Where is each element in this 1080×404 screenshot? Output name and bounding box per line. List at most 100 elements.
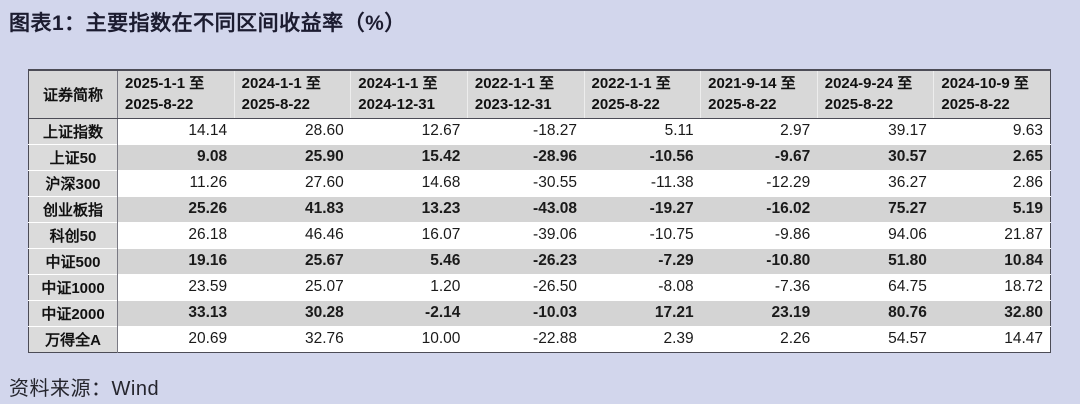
cell-value: 75.27 xyxy=(817,195,934,222)
cell-value: -2.14 xyxy=(350,299,468,326)
table-row: 上证指数 14.14 28.60 12.67 -18.27 5.11 2.97 39.17 9.… xyxy=(28,117,1051,144)
column-header-period: 2024-1-1 至 2025-8-22 xyxy=(233,70,351,119)
cell-value: 14.68 xyxy=(350,169,468,196)
cell-value: -26.50 xyxy=(467,273,584,300)
table-row: 上证50 9.08 25.90 15.42 -28.96 -10.56 -9.67 30.57… xyxy=(28,143,1051,170)
cell-value: -18.27 xyxy=(467,117,584,144)
cell-value: 2.39 xyxy=(584,325,701,352)
cell-value: 10.00 xyxy=(350,325,468,352)
cell-value: 32.76 xyxy=(234,325,351,352)
cell-value: -11.38 xyxy=(584,169,701,196)
row-label: 创业板指 xyxy=(28,195,118,222)
cell-value: 32.80 xyxy=(933,299,1051,326)
cell-value: 20.69 xyxy=(117,325,235,352)
cell-value: -26.23 xyxy=(467,247,584,274)
table-head: 证券简称 2025-1-1 至 2025-8-22 2024-1-1 至 2025… xyxy=(28,70,1051,119)
cell-value: -10.56 xyxy=(584,143,701,170)
column-header-period: 2024-10-9 至 2025-8-22 xyxy=(933,70,1051,119)
cell-value: -16.02 xyxy=(700,195,818,222)
cell-value: 30.57 xyxy=(817,143,934,170)
cell-value: 13.23 xyxy=(350,195,468,222)
cell-value: 2.65 xyxy=(933,143,1051,170)
table-row: 创业板指 25.26 41.83 13.23 -43.08 -19.27 -16.02 75.… xyxy=(28,195,1051,222)
cell-value: 11.26 xyxy=(117,169,235,196)
cell-value: 36.27 xyxy=(817,169,934,196)
row-label: 中证500 xyxy=(28,247,118,274)
column-header-period: 2022-1-1 至 2023-12-31 xyxy=(466,70,584,119)
cell-value: 2.97 xyxy=(700,117,818,144)
column-header-period: 2022-1-1 至 2025-8-22 xyxy=(583,70,701,119)
cell-value: 21.87 xyxy=(933,221,1051,248)
cell-value: 26.18 xyxy=(117,221,235,248)
cell-value: -39.06 xyxy=(467,221,584,248)
table-header-row: 证券简称 2025-1-1 至 2025-8-22 2024-1-1 至 2025… xyxy=(28,70,1051,119)
cell-value: -12.29 xyxy=(700,169,818,196)
cell-value: -9.86 xyxy=(700,221,818,248)
row-label: 中证2000 xyxy=(28,299,118,326)
figure-title: 图表1：主要指数在不同区间收益率（%） xyxy=(9,12,406,35)
table-row: 万得全A 20.69 32.76 10.00 -22.88 2.39 2.26 54.57 14… xyxy=(28,325,1051,352)
cell-value: 30.28 xyxy=(234,299,351,326)
row-label: 上证指数 xyxy=(28,117,118,144)
cell-value: -10.80 xyxy=(700,247,818,274)
row-label: 万得全A xyxy=(28,325,118,352)
row-label: 沪深300 xyxy=(28,169,118,196)
column-header-period: 2025-1-1 至 2025-8-22 xyxy=(117,70,235,119)
table-row: 沪深300 11.26 27.60 14.68 -30.55 -11.38 -12.29 36… xyxy=(28,169,1051,196)
cell-value: 9.63 xyxy=(933,117,1051,144)
cell-value: 25.67 xyxy=(234,247,351,274)
cell-value: 9.08 xyxy=(117,143,235,170)
cell-value: -28.96 xyxy=(467,143,584,170)
cell-value: 23.59 xyxy=(117,273,235,300)
cell-value: 16.07 xyxy=(350,221,468,248)
cell-value: 39.17 xyxy=(817,117,934,144)
cell-value: -19.27 xyxy=(584,195,701,222)
source-note: 资料来源：Wind xyxy=(9,378,160,400)
cell-value: -10.75 xyxy=(584,221,701,248)
returns-table-container: 证券简称 2025-1-1 至 2025-8-22 2024-1-1 至 2025… xyxy=(28,69,1051,353)
row-label: 中证1000 xyxy=(28,273,118,300)
cell-value: 46.46 xyxy=(234,221,351,248)
cell-value: -8.08 xyxy=(584,273,701,300)
cell-value: 25.26 xyxy=(117,195,235,222)
cell-value: 64.75 xyxy=(817,273,934,300)
cell-value: 18.72 xyxy=(933,273,1051,300)
cell-value: 17.21 xyxy=(584,299,701,326)
cell-value: 5.46 xyxy=(350,247,468,274)
cell-value: 80.76 xyxy=(817,299,934,326)
cell-value: -9.67 xyxy=(700,143,818,170)
table-row: 中证2000 33.13 30.28 -2.14 -10.03 17.21 23.19 80.… xyxy=(28,299,1051,326)
column-header-name: 证券简称 xyxy=(28,70,118,119)
column-header-period: 2024-1-1 至 2024-12-31 xyxy=(350,70,468,119)
table-row: 科创50 26.18 46.46 16.07 -39.06 -10.75 -9.86 94.0… xyxy=(28,221,1051,248)
cell-value: 14.47 xyxy=(933,325,1051,352)
cell-value: -7.36 xyxy=(700,273,818,300)
cell-value: 14.14 xyxy=(117,117,235,144)
cell-value: 27.60 xyxy=(234,169,351,196)
cell-value: 5.19 xyxy=(933,195,1051,222)
cell-value: 10.84 xyxy=(933,247,1051,274)
returns-table: 证券简称 2025-1-1 至 2025-8-22 2024-1-1 至 2025… xyxy=(28,69,1051,353)
cell-value: -10.03 xyxy=(467,299,584,326)
row-label: 上证50 xyxy=(28,143,118,170)
cell-value: 94.06 xyxy=(817,221,934,248)
cell-value: 25.07 xyxy=(234,273,351,300)
cell-value: 54.57 xyxy=(817,325,934,352)
cell-value: 2.86 xyxy=(933,169,1051,196)
cell-value: -30.55 xyxy=(467,169,584,196)
table-row: 中证500 19.16 25.67 5.46 -26.23 -7.29 -10.80 51.8… xyxy=(28,247,1051,274)
cell-value: 41.83 xyxy=(234,195,351,222)
cell-value: 23.19 xyxy=(700,299,818,326)
cell-value: 12.67 xyxy=(350,117,468,144)
cell-value: -7.29 xyxy=(584,247,701,274)
cell-value: 1.20 xyxy=(350,273,468,300)
cell-value: 5.11 xyxy=(584,117,701,144)
cell-value: 15.42 xyxy=(350,143,468,170)
row-label: 科创50 xyxy=(28,221,118,248)
cell-value: -43.08 xyxy=(467,195,584,222)
cell-value: 28.60 xyxy=(234,117,351,144)
table-row: 中证1000 23.59 25.07 1.20 -26.50 -8.08 -7.36 64.7… xyxy=(28,273,1051,300)
cell-value: 19.16 xyxy=(117,247,235,274)
table-body: 上证指数 14.14 28.60 12.67 -18.27 5.11 2.97 39.17 9.… xyxy=(28,117,1051,352)
